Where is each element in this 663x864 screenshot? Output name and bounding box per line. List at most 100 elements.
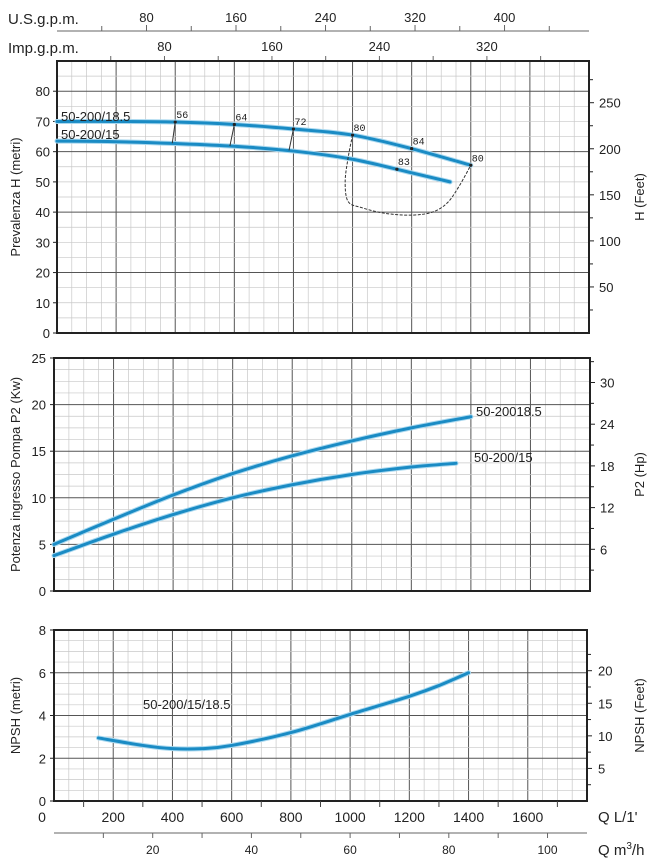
y-tick-label: 0 bbox=[39, 584, 46, 599]
y2-tick-label: 18 bbox=[600, 459, 614, 474]
lmin-axis-label: Q L/1' bbox=[598, 809, 638, 826]
series-line-50-200-15 bbox=[55, 139, 452, 184]
efficiency-label: 83 bbox=[398, 158, 410, 169]
y2-tick-label: 30 bbox=[600, 375, 614, 390]
y-tick-label: 25 bbox=[32, 351, 46, 366]
bottom-flow-axes: 0 200 400 600 800 1000 1200 1400 1600 Q L/1' 20 40 6… bbox=[38, 801, 644, 859]
y2-tick-label: 250 bbox=[599, 96, 621, 111]
impgpm-tick-label: 320 bbox=[476, 39, 498, 54]
grid bbox=[54, 358, 590, 591]
m3h-axis-label: Q m3/h bbox=[598, 841, 644, 859]
efficiency-label: 56 bbox=[176, 111, 188, 122]
usgpm-tick-label: 320 bbox=[404, 10, 426, 25]
efficiency-label: 84 bbox=[413, 138, 425, 149]
efficiency-connector bbox=[229, 124, 235, 147]
grid bbox=[57, 61, 589, 333]
impgpm-axis-label: Imp.g.p.m. bbox=[8, 40, 79, 57]
y-axis-title: NPSH (metri) bbox=[8, 677, 23, 754]
lmin-tick-label: 0 bbox=[38, 809, 46, 825]
y-tick-label: 40 bbox=[36, 205, 50, 220]
y-tick-label: 10 bbox=[32, 491, 46, 506]
y-tick-label: 8 bbox=[39, 623, 46, 638]
y-tick-label: 70 bbox=[36, 114, 50, 129]
m3h-tick-label: 60 bbox=[343, 843, 357, 857]
efficiency-point bbox=[350, 133, 355, 137]
m3h-label-sup: 3 bbox=[626, 841, 632, 852]
usgpm-tick-label: 240 bbox=[315, 10, 337, 25]
efficiency-point bbox=[232, 122, 236, 127]
y2-tick-label: 15 bbox=[598, 696, 612, 711]
impgpm-tick-label: 80 bbox=[157, 39, 171, 54]
usgpm-tick-label: 400 bbox=[494, 10, 516, 25]
y2-tick-label: 150 bbox=[599, 188, 621, 203]
y-tick-label: 20 bbox=[32, 398, 46, 413]
y-tick-label: 80 bbox=[36, 84, 50, 99]
plot-frame bbox=[53, 357, 591, 592]
y2-tick-label: 100 bbox=[599, 234, 621, 249]
plot-frame bbox=[56, 60, 590, 334]
m3h-tick-label: 20 bbox=[146, 843, 160, 857]
efficiency-point bbox=[395, 167, 399, 171]
m3h-tick-label: 80 bbox=[442, 843, 456, 857]
series-label: 50-200/15 bbox=[61, 127, 120, 142]
m3h-tick-label: 100 bbox=[538, 843, 558, 857]
efficiency-label: 64 bbox=[235, 113, 247, 124]
y-tick-label: 5 bbox=[39, 537, 46, 552]
m3h-label-main: Q m bbox=[598, 842, 626, 859]
y2-tick-label: 5 bbox=[598, 761, 605, 776]
grid bbox=[54, 630, 587, 801]
series-line-50-20018-5 bbox=[52, 415, 473, 546]
series-label: 50-200/15/18.5 bbox=[143, 697, 230, 712]
efficiency-label: 72 bbox=[294, 118, 306, 129]
y-tick-label: 15 bbox=[32, 444, 46, 459]
top-flow-axes: U.S.g.p.m. 80 160 240 320 400 Imp.g.p.m. 80 160 2… bbox=[8, 10, 589, 61]
efficiency-point bbox=[173, 120, 177, 124]
lmin-tick-label: 1200 bbox=[394, 809, 425, 825]
y2-tick-label: 20 bbox=[598, 664, 612, 679]
efficiency-point bbox=[291, 127, 296, 131]
y2-axis-title: P2 (Hp) bbox=[632, 452, 647, 497]
series-label: 50-20018.5 bbox=[476, 404, 542, 419]
efficiency-label: 80 bbox=[354, 124, 366, 135]
impgpm-tick-label: 160 bbox=[261, 39, 283, 54]
y2-tick-label: 24 bbox=[600, 417, 614, 432]
head-chart: 0 10 20 30 40 50 60 70 80 50 100 150 200 250 Prevalenz… bbox=[8, 60, 647, 341]
y-tick-label: 20 bbox=[36, 266, 50, 281]
usgpm-tick-label: 160 bbox=[225, 10, 247, 25]
efficiency-point bbox=[410, 147, 414, 151]
efficiency-loop bbox=[344, 134, 472, 216]
m3h-label-tail: /h bbox=[632, 842, 645, 859]
y-tick-label: 2 bbox=[39, 751, 46, 766]
y2-tick-label: 6 bbox=[600, 542, 607, 557]
series-label: 50-200/15 bbox=[474, 450, 533, 465]
y-axis-title: Prevalenza H (metri) bbox=[8, 137, 23, 256]
lmin-tick-label: 1600 bbox=[512, 809, 543, 825]
y2-axis-title: H (Feet) bbox=[632, 173, 647, 221]
y-tick-label: 10 bbox=[36, 296, 50, 311]
usgpm-axis-label: U.S.g.p.m. bbox=[8, 11, 79, 28]
y-axis-title: Potenza ingresso Pompa P2 (Kw) bbox=[8, 377, 23, 572]
usgpm-tick-label: 80 bbox=[139, 10, 153, 25]
lmin-tick-label: 200 bbox=[102, 809, 126, 825]
series-line-50-200-15 bbox=[52, 461, 458, 558]
y2-axis-title: NPSH (Feet) bbox=[632, 678, 647, 752]
lmin-tick-label: 600 bbox=[220, 809, 244, 825]
efficiency-label: 80 bbox=[472, 154, 484, 165]
efficiency-point bbox=[469, 163, 473, 167]
lmin-tick-label: 400 bbox=[161, 809, 185, 825]
y-tick-label: 0 bbox=[43, 326, 50, 341]
y2-tick-label: 10 bbox=[598, 729, 612, 744]
y-tick-label: 6 bbox=[39, 666, 46, 681]
y-tick-label: 50 bbox=[36, 175, 50, 190]
lmin-tick-label: 1400 bbox=[453, 809, 484, 825]
efficiency-connector bbox=[288, 128, 294, 151]
y2-tick-label: 50 bbox=[599, 280, 613, 295]
impgpm-tick-label: 240 bbox=[369, 39, 391, 54]
y2-tick-label: 12 bbox=[600, 501, 614, 516]
y-tick-label: 30 bbox=[36, 235, 50, 250]
y-tick-label: 4 bbox=[39, 709, 46, 724]
efficiency-connector bbox=[171, 121, 176, 144]
series-line-50-200-15-18-5 bbox=[96, 671, 471, 751]
lmin-tick-label: 800 bbox=[279, 809, 303, 825]
